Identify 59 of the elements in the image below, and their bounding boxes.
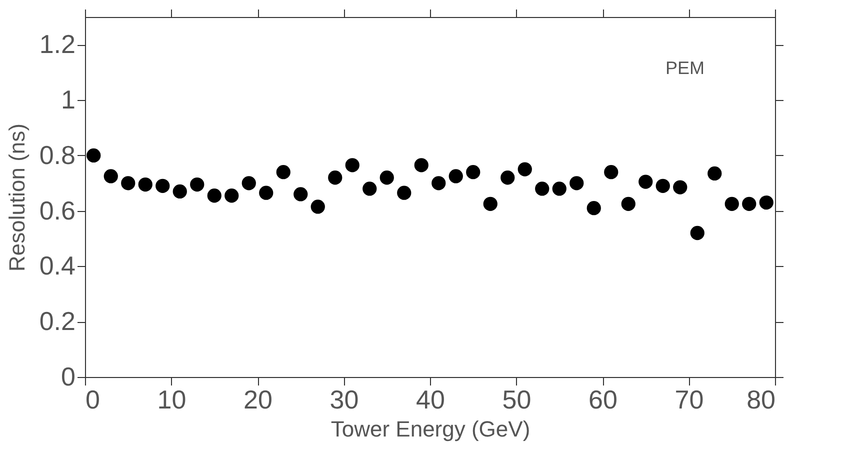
y-axis-title: Resolution (ns) — [4, 124, 30, 272]
point — [276, 165, 290, 180]
y-tick-label: 0.8 — [39, 140, 76, 170]
x-tick-label: 40 — [416, 384, 445, 414]
point — [242, 176, 256, 190]
point — [604, 165, 618, 180]
point — [673, 180, 688, 194]
x-tick-label: 20 — [244, 384, 272, 414]
point — [448, 169, 463, 184]
point — [224, 188, 239, 203]
point — [690, 226, 704, 240]
x-tick-label: 80 — [746, 384, 776, 414]
point — [483, 196, 498, 211]
point — [104, 169, 118, 184]
x-tick-label: 10 — [157, 384, 186, 414]
point — [138, 177, 152, 192]
point — [86, 148, 101, 163]
point — [380, 170, 394, 185]
point — [552, 182, 566, 196]
point — [432, 176, 446, 190]
point — [397, 186, 412, 200]
point — [759, 195, 774, 210]
y-tick-label: 1 — [61, 84, 76, 115]
point — [207, 188, 222, 203]
point — [621, 196, 636, 211]
y-tick-label: 0.2 — [39, 306, 76, 336]
point — [345, 158, 360, 172]
y-tick-label: 0 — [61, 362, 76, 392]
x-tick-label: 0 — [86, 384, 100, 414]
point — [518, 162, 532, 176]
x-axis-title: Tower Energy (GeV) — [330, 416, 530, 442]
annotation: PEM — [665, 58, 705, 78]
point — [638, 174, 653, 189]
point — [190, 177, 204, 192]
point — [362, 182, 377, 196]
point — [259, 186, 274, 200]
point — [724, 196, 739, 211]
point — [466, 165, 480, 180]
point — [570, 176, 584, 190]
point — [535, 182, 550, 196]
point — [156, 178, 170, 193]
y-tick-label: 0.4 — [39, 250, 76, 281]
x-tick-label: 50 — [502, 384, 532, 414]
point — [328, 170, 342, 185]
point — [500, 170, 515, 185]
x-tick-label: 70 — [674, 384, 704, 414]
point — [310, 200, 325, 214]
point — [656, 178, 670, 193]
point — [708, 166, 722, 181]
y-tick-label: 0.6 — [39, 195, 76, 226]
point — [294, 187, 308, 202]
y-tick-label: 1.2 — [39, 29, 76, 60]
point — [586, 201, 601, 216]
point — [121, 176, 136, 190]
x-tick-label: 60 — [588, 384, 618, 414]
point — [414, 158, 428, 172]
point — [172, 184, 187, 199]
point — [742, 196, 756, 211]
x-tick-label: 30 — [330, 384, 359, 414]
